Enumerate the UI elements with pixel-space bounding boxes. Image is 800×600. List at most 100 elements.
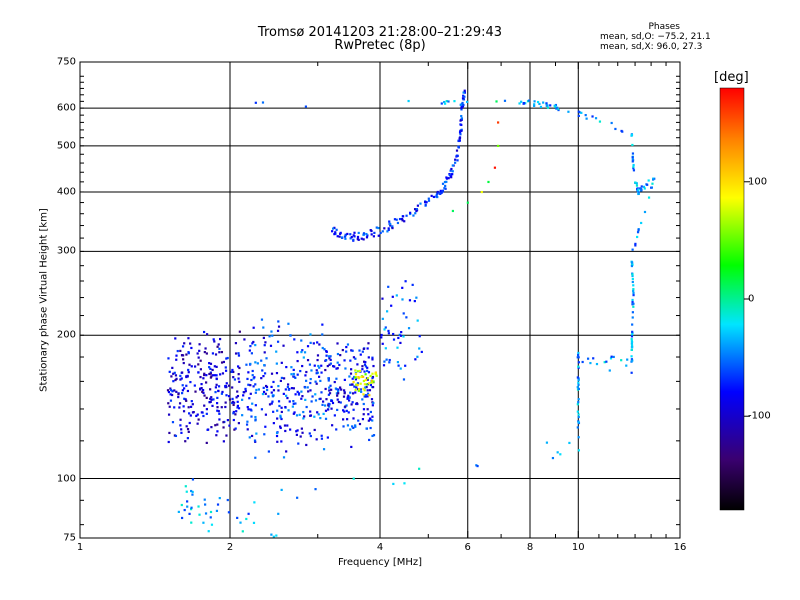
data-point bbox=[640, 187, 643, 191]
data-point bbox=[637, 188, 640, 191]
data-point bbox=[279, 426, 282, 430]
data-point bbox=[396, 221, 400, 225]
data-point bbox=[262, 326, 265, 329]
data-point bbox=[236, 404, 240, 407]
data-point bbox=[345, 345, 348, 349]
data-point bbox=[463, 95, 466, 98]
data-point bbox=[187, 430, 190, 433]
data-point bbox=[354, 357, 357, 360]
data-point bbox=[284, 388, 287, 391]
data-point bbox=[366, 389, 369, 392]
data-point bbox=[309, 414, 312, 417]
data-point bbox=[179, 418, 182, 421]
data-point bbox=[651, 182, 654, 185]
data-point bbox=[364, 361, 367, 364]
data-point bbox=[333, 380, 336, 384]
data-point bbox=[279, 425, 282, 428]
data-point bbox=[379, 231, 382, 235]
data-point bbox=[332, 227, 335, 230]
data-point bbox=[278, 404, 281, 408]
data-point bbox=[220, 350, 224, 354]
data-point bbox=[183, 397, 186, 400]
data-point bbox=[372, 364, 375, 368]
x-tick-label: 6 bbox=[464, 542, 471, 553]
data-point bbox=[234, 427, 237, 430]
data-point bbox=[568, 441, 571, 445]
data-point bbox=[294, 402, 297, 405]
data-point bbox=[630, 338, 633, 341]
data-point bbox=[309, 389, 312, 392]
data-point bbox=[203, 404, 206, 407]
data-point bbox=[559, 453, 562, 456]
data-point bbox=[214, 391, 217, 394]
data-point bbox=[343, 359, 346, 362]
data-point bbox=[224, 385, 227, 388]
data-point bbox=[187, 371, 190, 374]
data-point bbox=[217, 389, 220, 393]
data-point bbox=[212, 338, 215, 341]
data-point bbox=[576, 356, 579, 359]
data-point bbox=[241, 414, 244, 417]
data-point bbox=[257, 388, 261, 391]
data-point bbox=[178, 406, 181, 409]
data-point bbox=[576, 410, 579, 413]
data-point bbox=[303, 386, 307, 389]
data-point bbox=[346, 232, 349, 236]
data-point bbox=[313, 364, 316, 367]
data-point bbox=[432, 195, 436, 199]
data-point bbox=[357, 238, 360, 241]
data-point bbox=[271, 395, 274, 398]
data-point bbox=[175, 377, 178, 380]
data-point bbox=[352, 234, 355, 237]
data-point bbox=[171, 366, 174, 369]
data-point bbox=[335, 377, 338, 380]
data-point bbox=[234, 413, 237, 416]
data-point bbox=[577, 413, 580, 416]
data-point bbox=[362, 360, 366, 363]
data-point bbox=[634, 244, 637, 247]
data-point bbox=[357, 231, 360, 235]
data-point bbox=[350, 445, 353, 449]
data-point bbox=[461, 97, 465, 100]
data-point bbox=[336, 367, 339, 370]
data-point bbox=[362, 233, 365, 236]
data-point bbox=[460, 106, 463, 110]
data-point bbox=[328, 357, 331, 360]
data-point bbox=[215, 365, 218, 368]
data-point bbox=[399, 367, 402, 370]
data-point bbox=[228, 398, 232, 401]
data-point bbox=[314, 393, 317, 396]
data-point bbox=[275, 534, 278, 537]
data-point bbox=[460, 117, 464, 120]
data-point bbox=[324, 387, 327, 391]
data-point bbox=[270, 391, 273, 394]
data-point bbox=[280, 361, 283, 364]
data-point bbox=[460, 114, 463, 118]
data-point bbox=[261, 392, 265, 396]
data-point bbox=[416, 355, 419, 358]
data-point bbox=[186, 375, 189, 378]
data-point bbox=[349, 237, 352, 240]
data-point bbox=[388, 220, 391, 223]
data-point bbox=[239, 521, 242, 524]
data-point bbox=[586, 357, 590, 360]
data-point bbox=[325, 350, 328, 353]
data-point bbox=[184, 398, 187, 401]
data-point bbox=[216, 430, 219, 433]
data-point bbox=[167, 413, 171, 416]
data-point bbox=[335, 388, 338, 391]
data-point bbox=[271, 334, 274, 337]
data-point bbox=[238, 366, 241, 370]
data-point bbox=[276, 340, 280, 343]
data-point bbox=[242, 394, 245, 397]
data-point bbox=[275, 431, 279, 435]
data-point bbox=[496, 144, 500, 148]
data-point bbox=[211, 404, 214, 407]
data-point bbox=[631, 330, 634, 333]
data-point bbox=[632, 305, 635, 308]
data-point bbox=[254, 456, 257, 459]
data-point bbox=[324, 368, 327, 372]
data-point bbox=[276, 329, 280, 332]
data-point bbox=[520, 100, 523, 103]
data-point bbox=[384, 347, 387, 350]
